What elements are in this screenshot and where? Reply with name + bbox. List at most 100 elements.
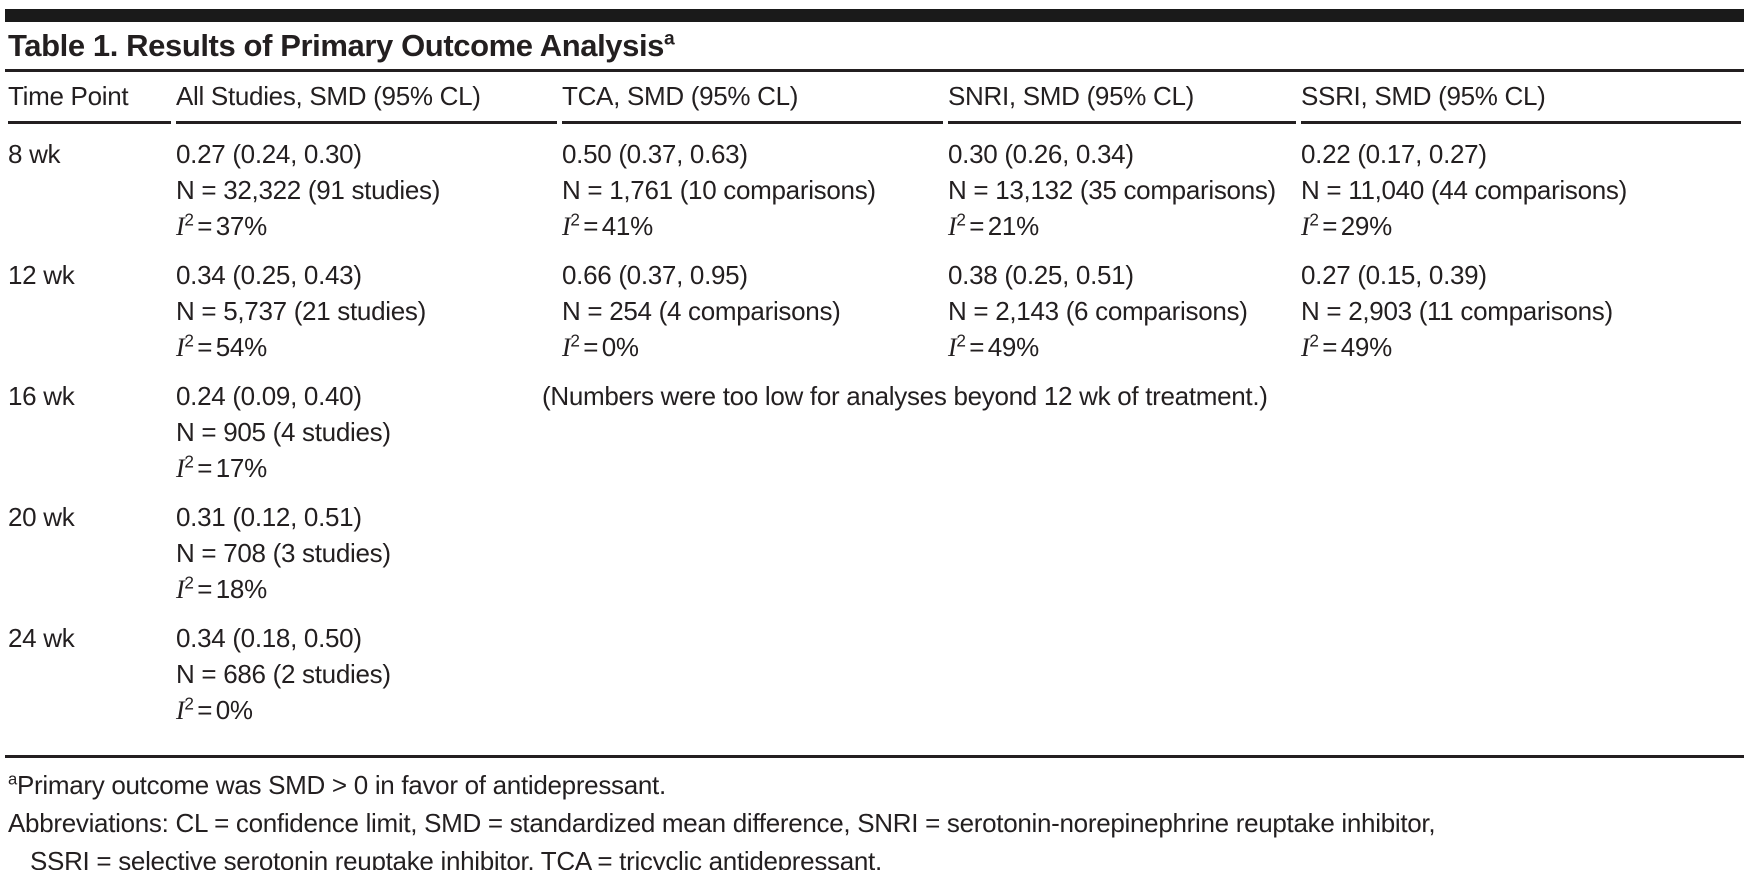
snri-cell: 0.38 (0.25, 0.51) N = 2,143 (6 compariso… <box>948 257 1296 366</box>
smd-value: 0.34 (0.25, 0.43) <box>176 260 362 291</box>
all-studies-cell: 0.31 (0.12, 0.51) N = 708 (3 studies) I2… <box>176 499 557 608</box>
equals-sign: = <box>969 332 985 363</box>
equals-sign: = <box>1322 332 1338 363</box>
col-header-snri: SNRI, SMD (95% CL) <box>948 72 1296 125</box>
tca-cell: 0.50 (0.37, 0.63) N = 1,761 (10 comparis… <box>562 136 943 245</box>
i2-exponent: 2 <box>184 209 194 230</box>
snri-cell: 0.30 (0.26, 0.34) N = 13,132 (35 compari… <box>948 136 1296 245</box>
smd-value: 0.66 (0.37, 0.95) <box>562 260 748 291</box>
n-value: N = 2,143 (6 comparisons) <box>948 296 1248 327</box>
i2-symbol: I <box>176 333 185 363</box>
col-header-all-studies: All Studies, SMD (95% CL) <box>176 72 557 125</box>
title-rule <box>5 69 1744 73</box>
low-numbers-note: (Numbers were too low for analyses beyon… <box>542 381 1268 412</box>
table-title-text: Table 1. Results of Primary Outcome Anal… <box>8 28 665 63</box>
i2-symbol: I <box>948 333 957 363</box>
i2-percent: 17% <box>215 453 267 484</box>
top-rule-thick <box>5 9 1744 22</box>
i2-value: I2 = 29% <box>1301 208 1741 245</box>
smd-value: 0.34 (0.18, 0.50) <box>176 623 362 654</box>
abbreviations-line-1: Abbreviations: CL = confidence limit, SM… <box>8 808 1436 839</box>
time-point-cell: 8 wk <box>8 139 61 170</box>
time-point-cell: 20 wk <box>8 502 75 533</box>
body-bottom-rule <box>5 755 1744 759</box>
i2-percent: 49% <box>1340 332 1392 363</box>
i2-value: I2 = 49% <box>948 329 1296 366</box>
all-studies-cell: 0.34 (0.18, 0.50) N = 686 (2 studies) I2… <box>176 620 557 729</box>
i2-symbol: I <box>562 333 571 363</box>
all-studies-cell: 0.24 (0.09, 0.40) N = 905 (4 studies) I2… <box>176 378 557 487</box>
time-point-cell: 24 wk <box>8 623 75 654</box>
table-title: Table 1. Results of Primary Outcome Anal… <box>5 22 1744 69</box>
i2-percent: 29% <box>1340 211 1392 242</box>
i2-exponent: 2 <box>956 209 966 230</box>
smd-value: 0.24 (0.09, 0.40) <box>176 381 362 412</box>
table-row-20wk: 20 wk 0.31 (0.12, 0.51) N = 708 (3 studi… <box>5 487 1744 608</box>
i2-percent: 21% <box>987 211 1039 242</box>
i2-symbol: I <box>562 212 571 242</box>
equals-sign: = <box>197 332 213 363</box>
equals-sign: = <box>197 695 213 726</box>
i2-exponent: 2 <box>1309 209 1319 230</box>
n-value: N = 5,737 (21 studies) <box>176 296 426 327</box>
equals-sign: = <box>583 211 599 242</box>
n-value: N = 708 (3 studies) <box>176 538 391 569</box>
col-header-tca: TCA, SMD (95% CL) <box>562 72 943 125</box>
i2-symbol: I <box>176 454 185 484</box>
table-figure: Table 1. Results of Primary Outcome Anal… <box>0 9 1749 870</box>
tca-cell: 0.66 (0.37, 0.95) N = 254 (4 comparisons… <box>562 257 943 366</box>
table-body: 8 wk 0.27 (0.24, 0.30) N = 32,322 (91 st… <box>5 124 1744 755</box>
n-value: N = 32,322 (91 studies) <box>176 175 441 206</box>
smd-value: 0.30 (0.26, 0.34) <box>948 139 1134 170</box>
time-point-cell: 16 wk <box>8 381 75 412</box>
equals-sign: = <box>583 332 599 363</box>
all-studies-cell: 0.34 (0.25, 0.43) N = 5,737 (21 studies)… <box>176 257 557 366</box>
i2-value: I2 = 0% <box>562 329 943 366</box>
i2-percent: 41% <box>601 211 653 242</box>
n-value: N = 2,903 (11 comparisons) <box>1301 296 1613 327</box>
i2-percent: 18% <box>215 574 267 605</box>
table-title-superscript: a <box>664 28 675 50</box>
i2-exponent: 2 <box>956 330 966 351</box>
i2-exponent: 2 <box>184 572 194 593</box>
i2-value: I2 = 17% <box>176 450 557 487</box>
i2-symbol: I <box>176 575 185 605</box>
n-value: N = 13,132 (35 comparisons) <box>948 175 1276 206</box>
i2-value: I2 = 37% <box>176 208 557 245</box>
ssri-cell: 0.27 (0.15, 0.39) N = 2,903 (11 comparis… <box>1301 257 1741 366</box>
footnote-a: aPrimary outcome was SMD > 0 in favor of… <box>8 766 1741 804</box>
footnote-a-text: Primary outcome was SMD > 0 in favor of … <box>16 770 666 801</box>
i2-exponent: 2 <box>184 451 194 472</box>
ssri-cell: 0.22 (0.17, 0.27) N = 11,040 (44 compari… <box>1301 136 1741 245</box>
i2-value: I2 = 18% <box>176 571 557 608</box>
abbreviations-line-2: SSRI = selective serotonin reuptake inhi… <box>30 846 882 870</box>
smd-value: 0.27 (0.24, 0.30) <box>176 139 362 170</box>
i2-exponent: 2 <box>570 330 580 351</box>
time-point-cell: 12 wk <box>8 260 75 291</box>
smd-value: 0.31 (0.12, 0.51) <box>176 502 362 533</box>
n-value: N = 686 (2 studies) <box>176 659 391 690</box>
i2-percent: 37% <box>215 211 267 242</box>
i2-exponent: 2 <box>184 693 194 714</box>
i2-value: I2 = 54% <box>176 329 557 366</box>
table-header-row: Time Point All Studies, SMD (95% CL) TCA… <box>5 72 1744 125</box>
equals-sign: = <box>197 453 213 484</box>
col-header-time-point: Time Point <box>8 72 171 125</box>
i2-value: I2 = 41% <box>562 208 943 245</box>
smd-value: 0.27 (0.15, 0.39) <box>1301 260 1487 291</box>
n-value: N = 254 (4 comparisons) <box>562 296 841 327</box>
i2-symbol: I <box>1301 212 1310 242</box>
i2-exponent: 2 <box>570 209 580 230</box>
equals-sign: = <box>197 574 213 605</box>
smd-value: 0.50 (0.37, 0.63) <box>562 139 748 170</box>
footnote-a-marker: a <box>8 769 17 789</box>
table-row-12wk: 12 wk 0.34 (0.25, 0.43) N = 5,737 (21 st… <box>5 245 1744 366</box>
i2-value: I2 = 21% <box>948 208 1296 245</box>
i2-value: I2 = 49% <box>1301 329 1741 366</box>
i2-exponent: 2 <box>1309 330 1319 351</box>
i2-percent: 49% <box>987 332 1039 363</box>
i2-percent: 0% <box>215 695 253 726</box>
all-studies-cell: 0.27 (0.24, 0.30) N = 32,322 (91 studies… <box>176 136 557 245</box>
table-row-24wk: 24 wk 0.34 (0.18, 0.50) N = 686 (2 studi… <box>5 608 1744 729</box>
i2-symbol: I <box>948 212 957 242</box>
